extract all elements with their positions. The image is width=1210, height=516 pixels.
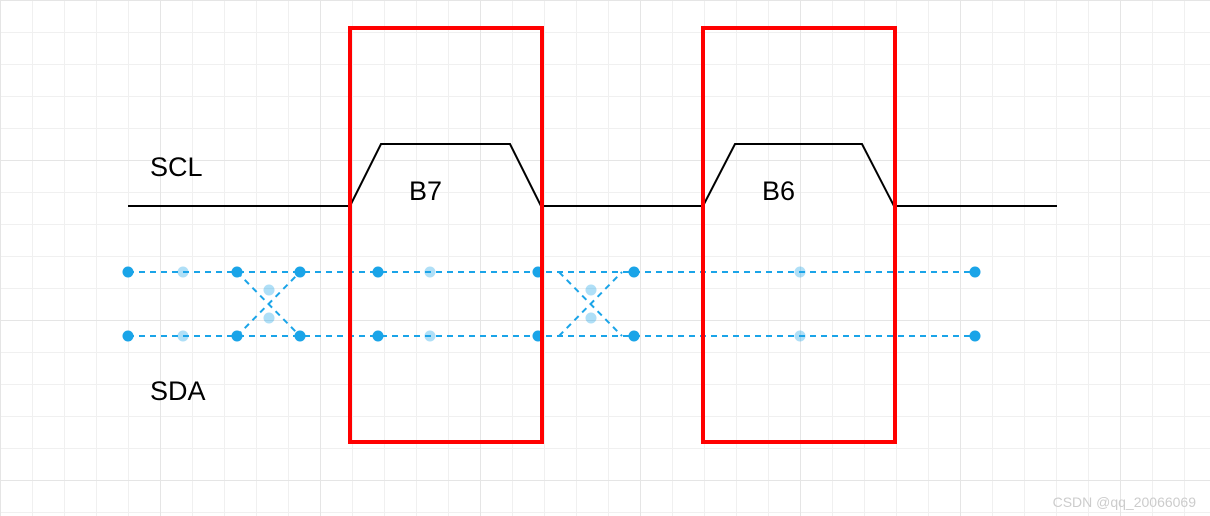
- sda-dot: [970, 267, 981, 278]
- red-box: [350, 28, 542, 442]
- sda-dot-light: [178, 267, 189, 278]
- sda-signal-group: [128, 272, 975, 336]
- sda-dot-light: [264, 285, 275, 296]
- sda-dot: [232, 267, 243, 278]
- sda-dot: [373, 331, 384, 342]
- red-highlight-boxes: [350, 28, 895, 442]
- sda-dot-light: [178, 331, 189, 342]
- scl-waveform: [128, 144, 1057, 206]
- sda-dots-light: [178, 267, 806, 342]
- sda-dot: [629, 331, 640, 342]
- sda-dot: [629, 267, 640, 278]
- sda-dot: [123, 267, 134, 278]
- sda-dots-solid: [123, 267, 981, 342]
- sda-dot-light: [795, 331, 806, 342]
- diagram-svg: [0, 0, 1210, 516]
- sda-dot-light: [586, 313, 597, 324]
- b7-label: B7: [409, 176, 442, 207]
- sda-dot: [295, 267, 306, 278]
- sda-dot-light: [795, 267, 806, 278]
- sda-dot: [295, 331, 306, 342]
- watermark: CSDN @qq_20066069: [1053, 494, 1196, 510]
- sda-dot-light: [425, 331, 436, 342]
- sda-dot-light: [586, 285, 597, 296]
- sda-dot-light: [425, 267, 436, 278]
- sda-dot-light: [264, 313, 275, 324]
- sda-dot: [970, 331, 981, 342]
- red-box: [703, 28, 895, 442]
- sda-dot: [123, 331, 134, 342]
- scl-label: SCL: [150, 152, 203, 183]
- sda-label: SDA: [150, 376, 206, 407]
- sda-dot: [232, 331, 243, 342]
- sda-dot: [373, 267, 384, 278]
- b6-label: B6: [762, 176, 795, 207]
